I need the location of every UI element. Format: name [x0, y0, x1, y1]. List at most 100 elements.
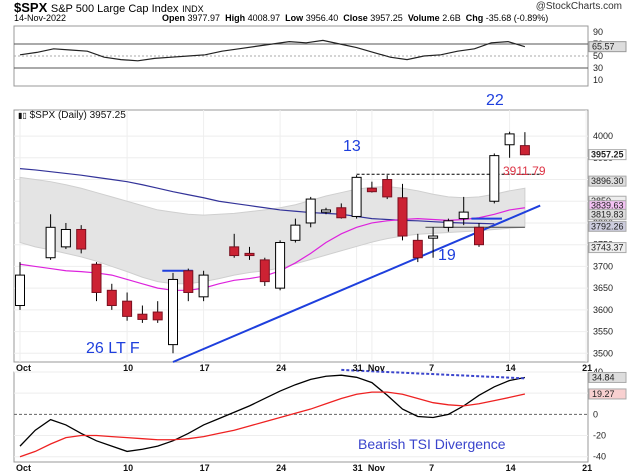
close-label: Close — [343, 13, 368, 23]
candle-body — [122, 300, 133, 317]
symbol-title: $SPX S&P 500 Large Cap Index INDX — [14, 0, 204, 15]
chg-label: Chg — [465, 13, 484, 23]
candle-body — [106, 289, 117, 307]
candle-body — [321, 209, 331, 213]
candle-icon: ▮▯ — [18, 111, 27, 120]
rsi-tick-label: 90 — [593, 27, 603, 37]
candle-body — [382, 179, 393, 198]
candle-body — [443, 220, 454, 228]
price-tick-label: 3650 — [593, 283, 613, 293]
tsi-last-badge — [588, 371, 627, 383]
price-tick-label: 3500 — [593, 348, 613, 358]
ma-short-line — [19, 207, 525, 291]
index-name: S&P 500 Large Cap Index — [50, 3, 179, 15]
candle-body — [519, 145, 530, 156]
x-axes: Oct Oct 10 10 17 17 24 24 31 31 Nov Nov 7 7 14 14 21 21 — [16, 363, 592, 473]
candle-body — [397, 197, 408, 237]
x-tick-label: 14 — [506, 363, 516, 373]
rsi-last-badge — [588, 41, 627, 53]
tsi-frame — [13, 371, 589, 463]
x-tick-label: Nov — [368, 463, 385, 473]
x-tick-label: 10 — [123, 363, 133, 373]
exchange: INDX — [182, 4, 204, 14]
high-label: High — [225, 13, 246, 23]
candle-body — [290, 224, 301, 241]
candle-body — [137, 313, 148, 320]
price-label-badge — [588, 220, 627, 232]
price-tick-label: 4000 — [593, 131, 613, 141]
tsi-last-value: 34.84 — [592, 372, 615, 382]
price-label-text: 3957.25 — [591, 150, 624, 160]
x-tick-label: 7 — [429, 363, 434, 373]
price-label-text: 3792.26 — [591, 221, 624, 231]
price-label-badge — [588, 242, 627, 254]
chg-value: -35.68 (-0.89%) — [485, 13, 549, 23]
price-label-text: 3896.30 — [591, 176, 624, 186]
annotation-26-lt-f: 26 LT F — [86, 340, 140, 357]
candle-body — [458, 211, 469, 220]
high-value: 4008.97 — [247, 13, 281, 23]
candle-body — [229, 246, 240, 257]
candle-body — [15, 274, 25, 307]
rsi-panel: 907050301065.57 — [13, 25, 627, 87]
annotation-3911-79: 3911.79 — [503, 164, 546, 178]
candle-body — [428, 235, 439, 239]
candle-body — [504, 133, 515, 146]
candle-body — [244, 252, 255, 257]
x-tick-label: 21 — [582, 463, 592, 473]
candle-body — [351, 176, 362, 217]
candle-body — [474, 226, 484, 246]
rsi-tick-label: 10 — [593, 75, 603, 85]
price-label-badge — [588, 208, 627, 220]
candle-body — [259, 259, 270, 283]
x-tick-label: Oct — [16, 363, 31, 373]
candle-body — [60, 228, 71, 248]
tsi-tick-label: -20 — [593, 431, 606, 441]
price-panel: 3500355036003650370037503800385039003950… — [13, 109, 627, 363]
low-value: 3956.40 — [305, 13, 339, 23]
annotation-19: 19 — [438, 247, 456, 264]
candle-body — [489, 155, 500, 202]
volume-value: 2.6B — [442, 13, 461, 23]
rsi-tick-label: 50 — [593, 51, 603, 61]
price-label-text: 3819.83 — [591, 209, 624, 219]
x-tick-label: Nov — [368, 363, 385, 373]
x-tick-label: 21 — [582, 363, 592, 373]
candle-body — [198, 274, 209, 298]
candle-body — [412, 239, 423, 259]
candle-body — [183, 270, 194, 293]
close-value: 3957.25 — [370, 13, 403, 23]
tsi-line — [19, 374, 526, 453]
tsi-last-badge — [588, 388, 627, 400]
candle-body — [275, 242, 286, 289]
rsi-last-value: 65.57 — [592, 42, 615, 52]
x-tick-label: 24 — [276, 363, 286, 373]
open-label: Open — [162, 13, 186, 23]
annotation-22: 22 — [486, 92, 504, 109]
x-tick-label: 17 — [200, 463, 210, 473]
source-credit: @StockCharts.com — [535, 1, 622, 12]
price-label-badge — [588, 149, 627, 161]
x-tick-label: 31 — [353, 463, 363, 473]
price-label-text: 3743.37 — [591, 243, 624, 253]
symbol: $SPX — [14, 0, 48, 15]
low-label: Low — [285, 13, 304, 23]
price-label-badge — [588, 175, 627, 187]
price-tick-label: 3600 — [593, 305, 613, 315]
rsi-frame — [13, 25, 589, 87]
candle-body — [305, 198, 316, 224]
price-tick-label: 3550 — [593, 327, 613, 337]
candle-body — [152, 311, 163, 321]
candle-body — [366, 187, 377, 193]
rsi-line — [19, 39, 526, 62]
ohlc-readout: Open 3977.97 High 4008.97 Low 3956.40 Cl… — [162, 13, 548, 23]
volume-label: Volume — [407, 13, 440, 23]
x-tick-label: 17 — [200, 363, 210, 373]
tsi-last-value: 19.27 — [592, 389, 615, 399]
divergence-line — [341, 368, 525, 380]
candle-body — [168, 278, 178, 346]
rsi-tick-label: 30 — [593, 63, 603, 73]
candle-body — [76, 228, 87, 250]
